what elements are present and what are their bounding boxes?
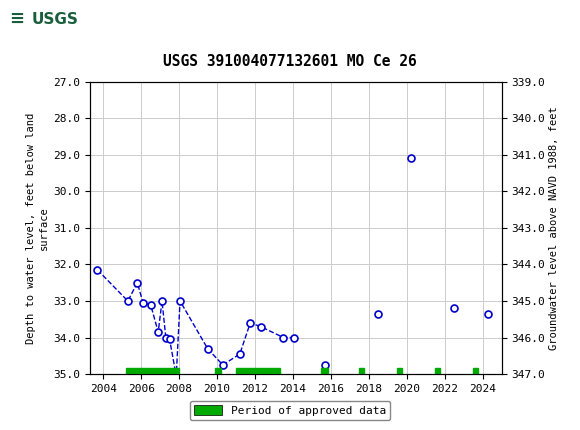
Bar (126, 368, 179, 374)
Text: USGS: USGS (32, 12, 79, 27)
Bar (473, 368, 478, 374)
Bar (360, 368, 364, 374)
Y-axis label: Depth to water level, feet below land
surface: Depth to water level, feet below land su… (26, 112, 49, 344)
Text: USGS 391004077132601 MO Ce 26: USGS 391004077132601 MO Ce 26 (163, 54, 417, 69)
Bar (236, 368, 280, 374)
Y-axis label: Groundwater level above NAVD 1988, feet: Groundwater level above NAVD 1988, feet (549, 106, 559, 350)
Bar (397, 368, 402, 374)
Bar (215, 368, 221, 374)
Text: ≡: ≡ (9, 10, 24, 28)
Bar (321, 368, 328, 374)
FancyBboxPatch shape (6, 3, 87, 36)
Legend: Period of approved data: Period of approved data (190, 401, 390, 420)
Bar (435, 368, 440, 374)
